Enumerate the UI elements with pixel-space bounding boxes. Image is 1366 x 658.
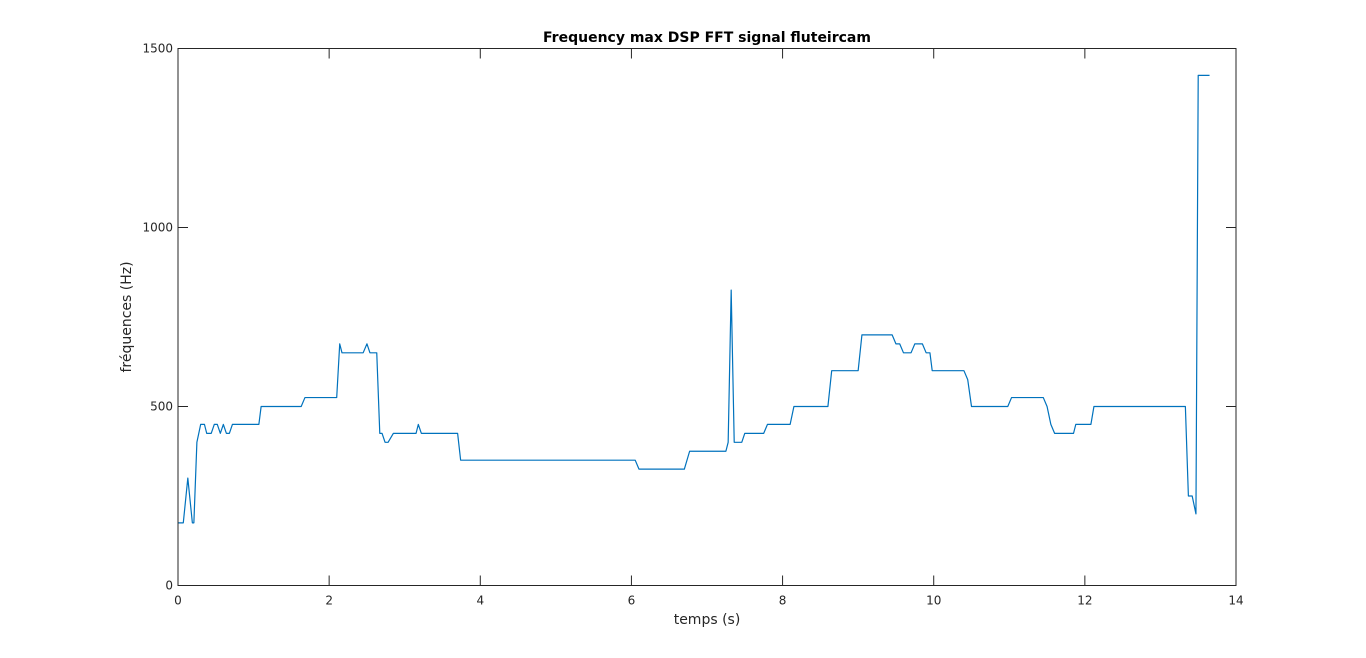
plot-box <box>177 48 1237 586</box>
chart-title: Frequency max DSP FFT signal fluteircam <box>543 30 871 46</box>
x-tick-label: 10 <box>926 594 941 608</box>
x-tick-label: 6 <box>628 594 636 608</box>
y-tick-label: 1500 <box>142 42 173 56</box>
x-tick-label: 2 <box>325 594 333 608</box>
plot-background <box>178 48 1236 586</box>
y-axis: 0 500 1000 1500 <box>142 42 1236 593</box>
x-tick-label: 12 <box>1077 594 1092 608</box>
x-axis: 0 2 4 6 8 10 12 14 <box>174 48 1244 608</box>
x-tick-label: 8 <box>779 594 787 608</box>
series-line-0 <box>178 74 1210 524</box>
x-tick-label: 0 <box>174 594 182 608</box>
y-tick-label: 500 <box>150 400 173 414</box>
series-layer <box>178 74 1210 524</box>
x-axis-label: temps (s) <box>674 612 741 628</box>
x-tick-label: 14 <box>1228 594 1243 608</box>
y-axis-label: fréquences (Hz) <box>119 261 135 372</box>
x-tick-label: 4 <box>476 594 484 608</box>
y-tick-label: 0 <box>165 579 173 593</box>
y-tick-label: 1000 <box>142 221 173 235</box>
